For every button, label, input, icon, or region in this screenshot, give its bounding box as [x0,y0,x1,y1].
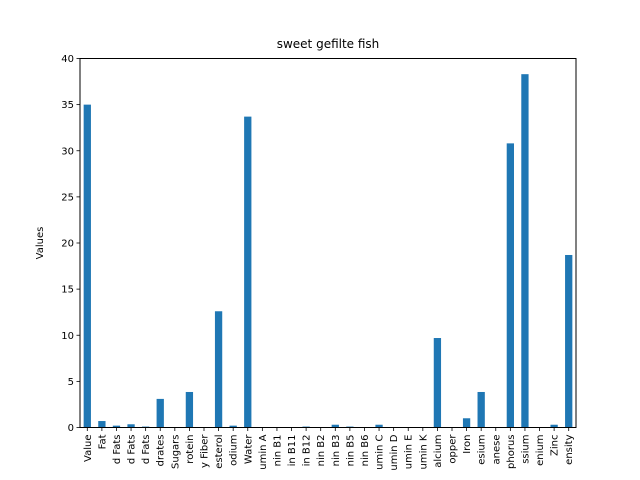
x-tick-label: Fat [97,434,108,449]
bar [156,398,164,428]
x-tick-label: nin B3 [331,435,342,467]
y-tick-label: 35 [61,100,74,111]
x-tick-label: alcium [433,435,444,468]
bar [83,104,91,428]
bar [331,424,339,428]
plot-frame [79,58,577,428]
y-axis-ticks: 0 5 10 15 20 25 30 35 40 [61,54,80,434]
y-tick-label: 15 [61,285,74,296]
y-tick-label: 20 [61,239,74,250]
bar [433,338,442,428]
y-axis-label: Values [35,227,46,260]
y-tick-label: 5 [68,377,74,388]
x-tick-label: drates [156,435,167,467]
bar [185,391,194,428]
x-tick-label: rotein [185,435,196,464]
x-tick-label: y Fiber [200,434,211,468]
bar [244,116,252,428]
bar [375,424,383,428]
x-tick-label: nin B2 [316,435,327,467]
x-tick-label: in B12 [302,435,313,467]
x-tick-label: Sugars [170,435,181,469]
x-tick-label: umin A [258,434,269,469]
bar [112,425,121,428]
x-tick-label: umin D [389,434,400,470]
x-tick-label: nin B5 [345,435,356,467]
y-tick-label: 25 [61,192,74,203]
x-tick-label: esterol [214,435,225,469]
x-tick-label: enium [535,435,546,466]
x-axis-ticks: Value Fat d Fats d Fats d Fats drates Sugars ro… [83,427,575,471]
bar [477,391,485,428]
x-tick-label: esium [477,435,488,465]
x-tick-label: Value [83,435,94,462]
bar [506,143,514,428]
x-tick-label: odium [229,435,240,466]
y-tick-label: 10 [61,331,74,342]
y-tick-label: 40 [61,54,74,65]
y-tick-label: 30 [61,146,74,157]
x-tick-label: anese [491,435,502,465]
bar [229,425,237,428]
bars-group [83,74,573,428]
x-tick-label: d Fats [112,435,123,465]
x-tick-label: Iron [462,435,473,454]
x-tick-label: d Fats [127,435,138,465]
x-tick-label: ensity [564,434,575,464]
x-tick-label: ssium [520,435,531,464]
x-tick-label: in B11 [287,435,298,467]
x-tick-label: nin B1 [272,435,283,467]
x-tick-label: nin B6 [360,435,371,467]
bar [214,311,223,428]
x-tick-label: umin K [418,434,429,469]
y-tick-label: 0 [68,423,74,434]
x-tick-label: d Fats [141,435,152,465]
x-tick-label: Zinc [550,435,561,456]
bar [127,424,135,428]
chart-title: sweet gefilte fish [277,37,380,51]
bar [521,74,529,428]
bar [565,254,573,428]
bar [98,421,106,428]
bar [550,424,558,428]
x-tick-label: umin C [375,434,386,469]
x-tick-label: umin E [404,435,415,470]
x-tick-label: opper [448,434,459,464]
x-tick-label: phorus [506,435,517,469]
x-tick-label: Water [243,434,254,464]
bar [462,418,471,428]
